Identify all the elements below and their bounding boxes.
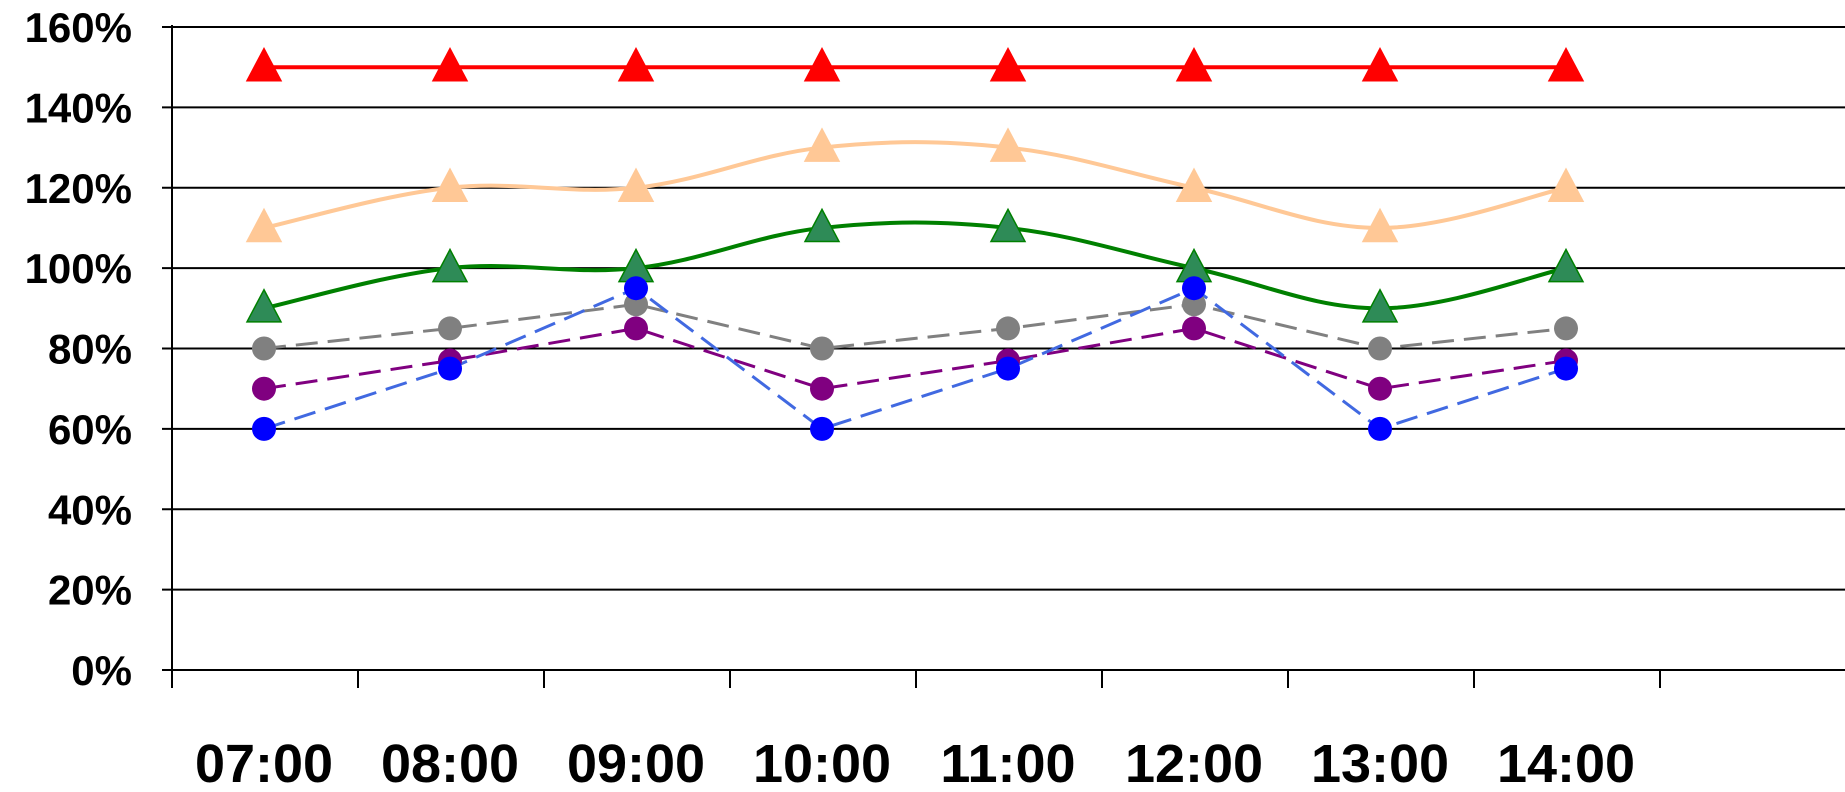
series-line-2 xyxy=(263,140,1567,230)
x-tick-label: 07:00 xyxy=(195,734,333,787)
series-3-point xyxy=(989,207,1027,243)
series-2-point xyxy=(431,167,469,202)
axes xyxy=(162,25,1845,688)
x-tick-label: 14:00 xyxy=(1497,734,1635,787)
series-1-point xyxy=(1175,46,1213,82)
series-4-point xyxy=(996,316,1020,341)
y-tick-label: 40% xyxy=(48,486,132,533)
series-1-point xyxy=(617,46,655,82)
series-line-3 xyxy=(263,220,1567,311)
series-6-point xyxy=(438,356,462,381)
x-tick-label: 12:00 xyxy=(1125,734,1263,787)
series-3-point xyxy=(245,288,283,323)
y-tick-label: 80% xyxy=(48,326,132,373)
y-tick-label: 0% xyxy=(71,647,132,694)
series-5-point xyxy=(624,316,648,341)
y-tick-label: 140% xyxy=(25,84,132,131)
series-1-point xyxy=(989,46,1027,82)
x-tick-label: 08:00 xyxy=(381,734,519,787)
series-3-point xyxy=(803,207,841,243)
series-3-point xyxy=(1547,247,1585,283)
series-2-point xyxy=(1361,207,1399,243)
series-1-point xyxy=(1547,46,1585,82)
series-6-point xyxy=(1554,356,1578,381)
series-4-point xyxy=(252,336,276,361)
x-tick-label: 13:00 xyxy=(1311,734,1449,787)
series-2-point xyxy=(1175,167,1213,202)
series-lines xyxy=(263,65,1567,431)
series-5-point xyxy=(810,376,834,401)
series-4-point xyxy=(810,336,834,361)
x-tick-label: 09:00 xyxy=(567,734,705,787)
y-tick-label: 160% xyxy=(25,4,132,51)
gridlines xyxy=(172,26,1845,591)
series-5-point xyxy=(1368,376,1392,401)
y-tick-label: 120% xyxy=(25,165,132,212)
series-3-point xyxy=(1361,288,1399,323)
series-6-point xyxy=(996,356,1020,381)
series-2-point xyxy=(617,167,655,202)
series-1-point xyxy=(803,46,841,82)
x-tick-label: 11:00 xyxy=(940,734,1075,787)
series-4-point xyxy=(1368,336,1392,361)
series-6-point xyxy=(1182,276,1206,301)
series-4-point xyxy=(1554,316,1578,341)
series-5-point xyxy=(252,376,276,401)
series-6-point xyxy=(810,416,834,441)
x-tick-label: 10:00 xyxy=(753,734,891,787)
series-line-4 xyxy=(263,302,1567,351)
series-line-6 xyxy=(263,286,1567,431)
series-3-point xyxy=(431,247,469,283)
y-tick-label: 100% xyxy=(25,245,132,292)
series-6-point xyxy=(252,416,276,441)
series-markers xyxy=(245,46,1585,441)
series-6-point xyxy=(1368,416,1392,441)
y-tick-label: 20% xyxy=(48,567,132,614)
series-2-point xyxy=(1547,167,1585,202)
series-2-point xyxy=(803,127,841,162)
y-tick-label: 60% xyxy=(48,406,132,453)
series-2-point xyxy=(245,207,283,243)
series-1-point xyxy=(245,46,283,82)
series-4-point xyxy=(438,316,462,341)
series-2-point xyxy=(989,127,1027,162)
series-6-point xyxy=(624,276,648,301)
series-1-point xyxy=(1361,46,1399,82)
x-axis-tick-labels: 07:00 08:00 09:00 10:00 11:00 12:00 13:00 14:00 xyxy=(195,734,1635,792)
series-1-point xyxy=(431,46,469,82)
y-axis-tick-labels: 0% 20% 40% 60% 80% 100% 120% 140% 160% xyxy=(25,4,132,694)
series-5-point xyxy=(1182,316,1206,341)
